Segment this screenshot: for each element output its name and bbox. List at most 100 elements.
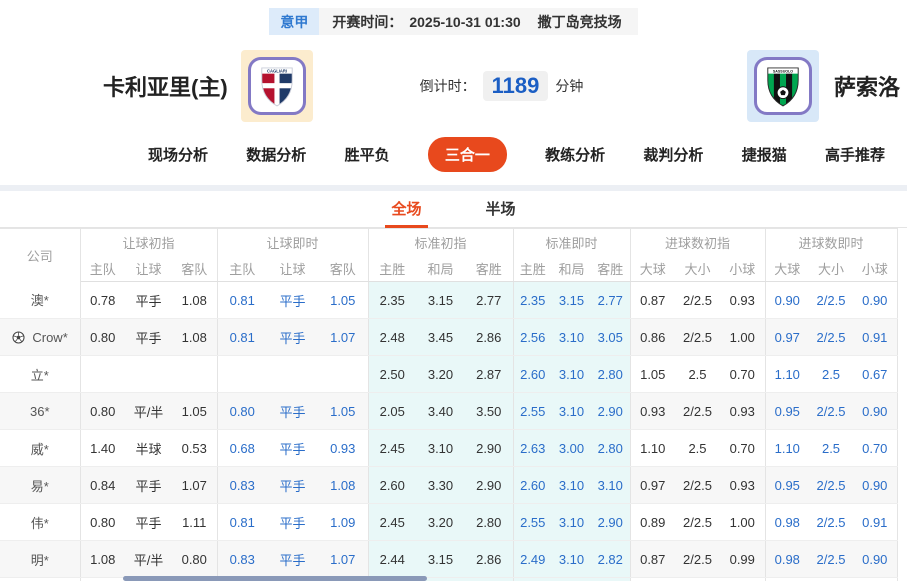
odds-cell[interactable]: 0.70	[853, 429, 898, 467]
nav-tab[interactable]: 教练分析	[545, 147, 606, 164]
odds-cell: 3.15	[416, 540, 465, 578]
home-team-logo: CAGLIARI	[240, 50, 313, 122]
odds-cell[interactable]: 0.90	[853, 466, 898, 504]
odds-cell[interactable]: 2/2.5	[809, 392, 854, 430]
odds-cell: 0.93	[720, 466, 766, 504]
odds-cell[interactable]: 0.91	[853, 503, 898, 541]
odds-cell[interactable]: 0.81	[217, 503, 267, 541]
odds-cell[interactable]: 0.98	[765, 540, 810, 578]
odds-cell[interactable]: 0.93	[318, 429, 369, 467]
odds-cell[interactable]: 1.05	[318, 281, 369, 319]
odds-cell[interactable]: 2/2.5	[809, 281, 854, 319]
odds-cell[interactable]: 2.82	[591, 540, 631, 578]
odds-cell[interactable]: 1.07	[318, 540, 369, 578]
odds-cell[interactable]: 1.10	[765, 355, 810, 393]
odds-cell[interactable]: 2.90	[591, 503, 631, 541]
odds-cell[interactable]: 2.80	[591, 429, 631, 467]
nav-tab[interactable]: 裁判分析	[643, 147, 704, 164]
odds-cell[interactable]: 0.90	[765, 281, 810, 319]
odds-cell[interactable]: 0.97	[765, 318, 810, 356]
odds-cell[interactable]: 3.10	[552, 577, 591, 581]
odds-cell[interactable]: 平手	[267, 429, 318, 467]
odds-cell[interactable]: 0.68	[217, 429, 267, 467]
home-team-name: 卡利亚里(主)	[103, 75, 228, 100]
odds-cell[interactable]: 3.10	[552, 466, 591, 504]
odds-cell[interactable]: 0.67	[853, 355, 898, 393]
nav-tab[interactable]: 胜平负	[344, 147, 390, 164]
company-cell: 威*	[0, 429, 81, 467]
odds-cell[interactable]: 2/2.5	[809, 540, 854, 578]
odds-cell[interactable]: 3.10	[552, 503, 591, 541]
odds-cell[interactable]: 2.60	[513, 577, 552, 581]
nav-tab[interactable]: 现场分析	[148, 147, 209, 164]
odds-cell[interactable]: 0.83	[217, 466, 267, 504]
odds-cell[interactable]: 0.65	[853, 577, 898, 581]
sub-tab[interactable]: 半场	[485, 201, 516, 218]
league-badge[interactable]: 意甲	[269, 8, 320, 35]
odds-cell[interactable]: 0.95	[765, 466, 810, 504]
odds-cell[interactable]: 平手	[267, 392, 318, 430]
odds-cell[interactable]: 2.63	[513, 429, 552, 467]
odds-cell: 3.35	[416, 577, 465, 581]
divider-band	[0, 185, 907, 191]
kickoff-time: 2025-10-31 01:30	[409, 13, 521, 30]
odds-cell[interactable]: 2.95	[591, 577, 631, 581]
odds-cell[interactable]: 1.07	[318, 318, 369, 356]
odds-cell[interactable]: 0.90	[853, 392, 898, 430]
odds-cell[interactable]: 平手	[267, 281, 318, 319]
odds-cell[interactable]: 2.77	[591, 281, 631, 319]
nav-tab[interactable]: 数据分析	[246, 147, 307, 164]
odds-cell[interactable]: 2/2.5	[809, 503, 854, 541]
column-header: 大球	[765, 255, 810, 282]
odds-cell[interactable]: 3.10	[552, 355, 591, 393]
odds-cell[interactable]: 3.10	[552, 318, 591, 356]
odds-cell[interactable]: 0.95	[765, 392, 810, 430]
odds-cell[interactable]: 2.56	[513, 318, 552, 356]
odds-cell[interactable]: 3.15	[552, 281, 591, 319]
odds-cell[interactable]: 3.05	[591, 318, 631, 356]
nav-tab[interactable]: 高手推荐	[824, 147, 885, 164]
odds-cell[interactable]: 2.60	[513, 355, 552, 393]
odds-cell[interactable]: 0.91	[853, 318, 898, 356]
odds-cell[interactable]: 平手	[267, 466, 318, 504]
odds-cell[interactable]: 2.55	[513, 503, 552, 541]
odds-cell[interactable]: 2.90	[591, 392, 631, 430]
odds-cell[interactable]: 0.83	[217, 540, 267, 578]
odds-cell[interactable]: 0.90	[853, 281, 898, 319]
odds-cell[interactable]: 2.5	[809, 355, 854, 393]
odds-table: 公司 让球初指 让球即时 标准初指 标准即时 进球数初指 进球数即时 主队 让球 客队 主队 让球…	[0, 228, 898, 581]
odds-cell[interactable]: 1.05	[318, 392, 369, 430]
odds-cell[interactable]: 1.09	[318, 503, 369, 541]
odds-cell[interactable]: 3.10	[552, 392, 591, 430]
odds-cell[interactable]: 2/2.5	[809, 318, 854, 356]
odds-cell[interactable]: 3.10	[552, 540, 591, 578]
odds-cell[interactable]: 2.60	[513, 466, 552, 504]
odds-cell[interactable]: 1.10	[765, 429, 810, 467]
odds-cell[interactable]: 1.08	[318, 466, 369, 504]
odds-cell[interactable]: 0.90	[853, 540, 898, 578]
odds-cell: 2.5	[675, 429, 720, 467]
odds-cell[interactable]: 2.35	[513, 281, 552, 319]
odds-cell[interactable]: 3.00	[552, 429, 591, 467]
odds-cell[interactable]: 平手	[267, 318, 318, 356]
odds-cell[interactable]: 2.80	[591, 355, 631, 393]
table-row: 威* 1.40 半球 0.53 0.68 平手 0.93 2.45 3.10 2.90 2.63 3.…	[0, 429, 898, 467]
odds-cell[interactable]: 2.5	[809, 577, 854, 581]
nav-tab[interactable]: 捷报猫	[741, 147, 787, 164]
odds-cell: 0.93	[720, 392, 766, 430]
odds-cell[interactable]: 3.10	[591, 466, 631, 504]
odds-cell[interactable]: 2.55	[513, 392, 552, 430]
odds-cell[interactable]: 2/2.5	[809, 466, 854, 504]
odds-cell[interactable]: 平手	[267, 503, 318, 541]
odds-cell[interactable]: 0.81	[217, 281, 267, 319]
horizontal-scrollbar-thumb[interactable]	[123, 576, 427, 581]
odds-cell[interactable]: 1.15	[765, 577, 810, 581]
odds-cell[interactable]: 0.80	[217, 392, 267, 430]
odds-cell[interactable]: 2.5	[809, 429, 854, 467]
odds-cell[interactable]: 平手	[267, 540, 318, 578]
sub-tab[interactable]: 全场	[385, 192, 428, 228]
odds-cell[interactable]: 0.81	[217, 318, 267, 356]
nav-tab[interactable]: 三合一	[427, 137, 507, 172]
odds-cell[interactable]: 2.49	[513, 540, 552, 578]
odds-cell[interactable]: 0.98	[765, 503, 810, 541]
